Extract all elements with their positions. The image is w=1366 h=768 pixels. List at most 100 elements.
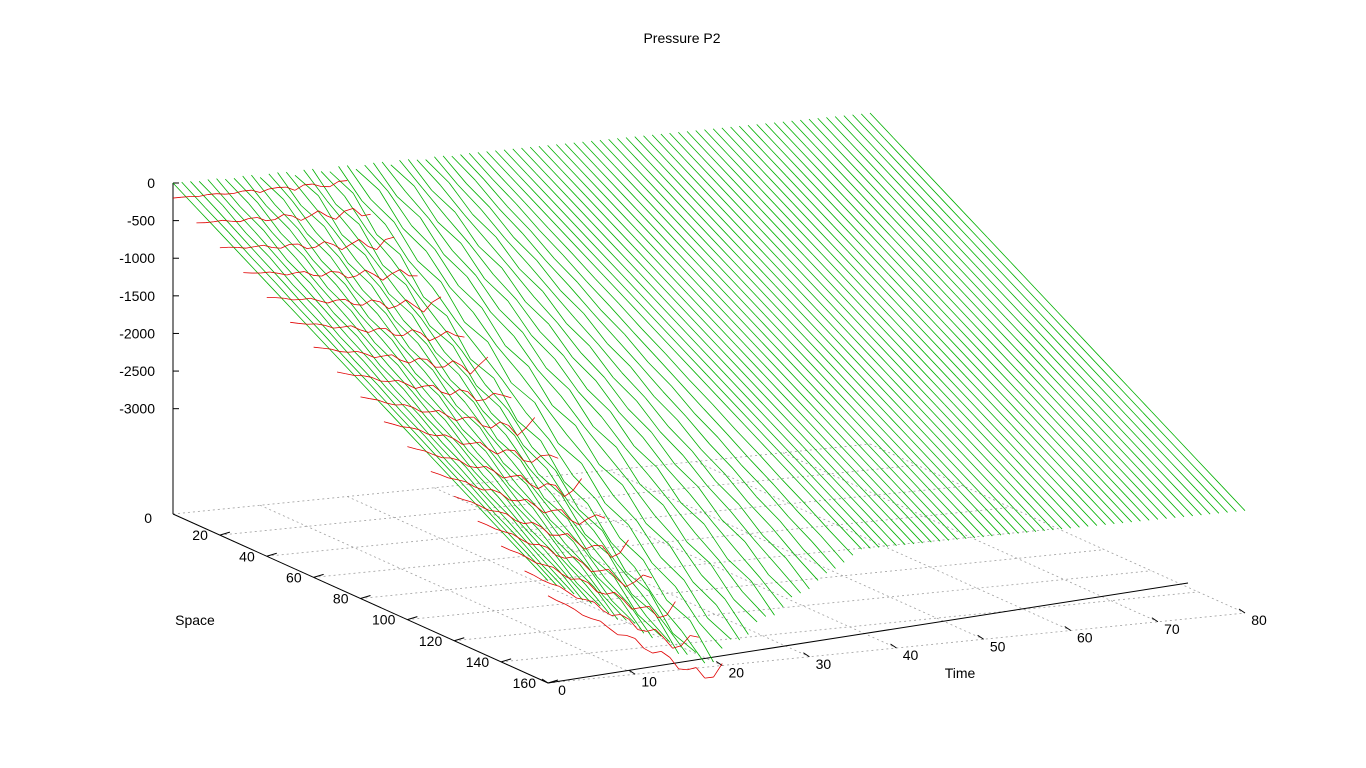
- surface-time-line: [978, 237, 1003, 264]
- surface-time-line: [904, 462, 929, 489]
- surface-time-line: [515, 203, 540, 231]
- surface-time-line: [788, 516, 813, 542]
- surface-time-line: [484, 384, 509, 411]
- surface-time-line: [575, 425, 600, 465]
- surface-time-line: [505, 345, 530, 367]
- surface-time-line: [1162, 464, 1188, 490]
- surface-time-line: [663, 622, 688, 655]
- surface-time-line: [924, 433, 949, 460]
- surface-underside-line: [376, 239, 386, 250]
- surface-time-line: [796, 419, 821, 445]
- surface-time-line: [529, 146, 554, 173]
- surface-time-line: [562, 170, 587, 197]
- surface-time-line: [472, 312, 497, 346]
- surface-time-line: [801, 364, 826, 390]
- surface-time-line: [881, 165, 906, 192]
- surface-time-line: [1032, 477, 1057, 503]
- surface-time-line: [489, 207, 514, 238]
- surface-time-line: [673, 350, 698, 376]
- surface-time-line: [327, 287, 352, 312]
- surface-time-line: [613, 495, 638, 522]
- surface-time-line: [433, 439, 458, 465]
- surface-time-line: [620, 192, 645, 218]
- surface-time-line: [544, 172, 569, 198]
- surface-time-line: [1034, 449, 1060, 476]
- surface-time-line: [784, 366, 809, 392]
- surface-time-line: [979, 401, 1004, 427]
- surface-time-line: [927, 406, 952, 432]
- surface-time-line: [1145, 465, 1170, 492]
- surface-underside-line: [596, 591, 606, 595]
- surface-time-line: [799, 391, 824, 418]
- surface-time-line: [355, 168, 380, 191]
- surface-time-line: [403, 389, 428, 420]
- surface-underside-line: [480, 505, 490, 511]
- time-tick-mark: [1064, 626, 1072, 631]
- surface-time-line: [474, 179, 499, 209]
- time-tick-mark: [977, 634, 984, 640]
- surface-time-line: [975, 265, 1000, 291]
- surface-time-line: [867, 140, 892, 166]
- surface-underside-line: [622, 599, 633, 610]
- surface-time-line: [446, 315, 471, 360]
- surface-time-line: [903, 299, 928, 326]
- surface-time-line: [1101, 470, 1127, 496]
- surface-underside-line: [427, 433, 437, 437]
- z-tick-label: -1000: [119, 250, 155, 266]
- surface-time-line: [1122, 441, 1147, 467]
- surface-time-line: [672, 632, 697, 653]
- surface-underside-line: [459, 460, 469, 467]
- surface-time-line: [535, 547, 560, 572]
- surface-time-line: [576, 582, 601, 607]
- surface-time-line: [893, 137, 918, 163]
- surface-time-line: [333, 312, 358, 337]
- surface-time-line: [1046, 421, 1071, 447]
- surface-time-line: [614, 247, 639, 273]
- surface-time-line: [882, 329, 907, 355]
- surface-time-line: [368, 383, 393, 410]
- surface-time-line: [942, 513, 967, 539]
- surface-time-line: [701, 574, 726, 600]
- surface-time-line: [370, 284, 396, 321]
- surface-time-line: [593, 586, 619, 620]
- surface-underside-line: [233, 190, 243, 194]
- surface-underside-line: [661, 651, 671, 658]
- surface-time-line: [932, 351, 957, 377]
- surface-time-line: [808, 472, 833, 499]
- surface-time-line: [926, 324, 951, 351]
- surface-time-line: [1017, 451, 1042, 478]
- surface-time-line: [581, 547, 606, 580]
- surface-time-line: [873, 248, 898, 274]
- surface-time-line: [940, 187, 965, 213]
- surface-underside-line: [379, 301, 389, 309]
- surface-time-line: [1055, 420, 1080, 447]
- surface-underside-line: [526, 498, 536, 507]
- surface-time-line: [1081, 417, 1106, 444]
- surface-time-line: [1003, 507, 1028, 533]
- surface-time-line: [688, 379, 713, 405]
- surface-time-line: [588, 249, 613, 276]
- surface-underside-line: [506, 513, 516, 521]
- surface-time-line: [444, 351, 469, 377]
- surface-time-line: [419, 217, 445, 255]
- surface-time-line: [826, 117, 851, 143]
- surface-underside-line: [357, 350, 367, 355]
- surface-underside-line: [669, 657, 680, 670]
- surface-underside-line: [508, 425, 518, 436]
- surface-time-line: [519, 268, 544, 292]
- surface-time-line: [480, 209, 505, 239]
- surface-time-line: [408, 260, 433, 288]
- surface-underside-line: [505, 449, 515, 451]
- surface-time-line: [1043, 448, 1068, 475]
- surface-time-line: [364, 254, 390, 294]
- surface-time-line: [488, 433, 513, 462]
- surface-time-line: [873, 166, 898, 193]
- surface-time-line: [614, 577, 639, 615]
- surface-time-line: [1110, 387, 1135, 414]
- surface-time-line: [718, 437, 743, 466]
- surface-time-line: [939, 459, 964, 485]
- surface-time-line: [967, 429, 993, 455]
- surface-underside-line: [318, 300, 328, 304]
- surface-time-line: [447, 400, 472, 429]
